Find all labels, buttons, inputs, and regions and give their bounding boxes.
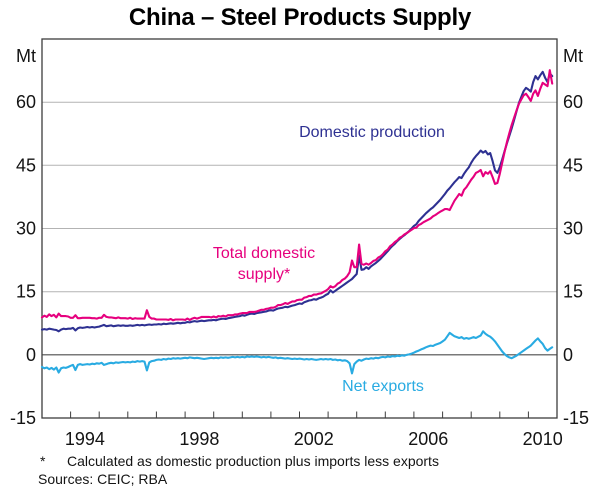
x-axis-label: 2002 <box>294 429 334 449</box>
series-line-net-exports <box>40 330 554 375</box>
series-label-total-domestic-supply: Total domestic supply* <box>213 245 315 283</box>
footnote-text: Calculated as domestic production plus i… <box>67 453 439 469</box>
y-axis-label-right: 45 <box>563 155 583 175</box>
series-line-total-domestic-supply <box>40 69 554 322</box>
y-axis-label-right: 30 <box>563 219 583 239</box>
y-axis-label-left: -15 <box>10 408 36 428</box>
series-line-domestic-production <box>40 70 554 333</box>
y-axis-label-right: 0 <box>563 345 573 365</box>
unit-label-right: Mt <box>563 46 583 66</box>
series-label-net-exports: Net exports <box>342 378 424 395</box>
y-axis-label-right: 15 <box>563 282 583 302</box>
x-axis-label: 2010 <box>523 429 563 449</box>
series-label-line: supply* <box>238 266 290 283</box>
y-axis-label-right: 60 <box>563 92 583 112</box>
y-axis-label-left: 30 <box>16 219 36 239</box>
plot-frame <box>41 38 558 419</box>
y-axis-label-left: 15 <box>16 282 36 302</box>
series-label-line: Domestic production <box>299 124 445 141</box>
series-label-domestic-production: Domestic production <box>299 124 445 141</box>
unit-label-left: Mt <box>16 46 36 66</box>
x-axis-label: 1998 <box>179 429 219 449</box>
y-axis-label-left: 0 <box>26 345 36 365</box>
x-axis-label: 1994 <box>65 429 105 449</box>
footnote: * Calculated as domestic production plus … <box>40 453 439 469</box>
series-label-line: Total domestic <box>213 245 315 262</box>
y-axis-label-right: -15 <box>563 408 589 428</box>
y-axis-label-left: 45 <box>16 155 36 175</box>
series-label-line: Net exports <box>342 378 424 395</box>
y-axis-label-left: 60 <box>16 92 36 112</box>
x-axis-label: 2006 <box>408 429 448 449</box>
footnote-marker: * <box>40 453 46 469</box>
sources-line: Sources: CEIC; RBA <box>38 471 168 487</box>
chart-title: China – Steel Products Supply <box>128 4 472 31</box>
